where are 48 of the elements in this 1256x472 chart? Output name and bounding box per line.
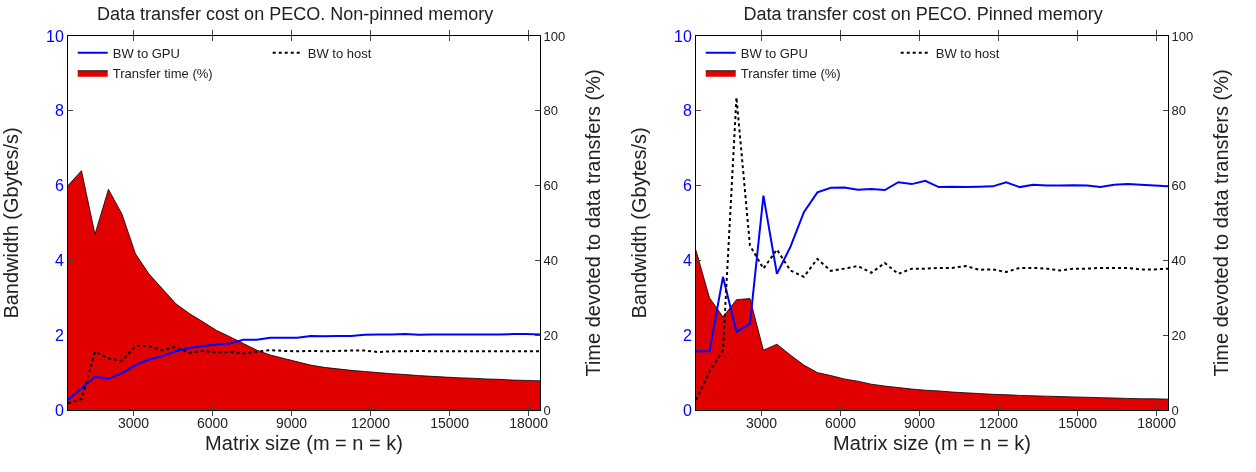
- y-tick-label: 6: [54, 177, 64, 195]
- legend-label: BW to host: [307, 45, 372, 61]
- y-tick-label: 6: [682, 177, 692, 195]
- x-tick-label: 15000: [430, 414, 470, 431]
- y2-tick-label: 20: [543, 327, 559, 343]
- y2-tick-label: 60: [543, 178, 559, 194]
- x-tick-label: 9000: [903, 414, 936, 431]
- y-tick-label: 0: [54, 401, 64, 419]
- y2-tick-label: 40: [543, 252, 559, 268]
- y2-axis-title: Time devoted to data transfers (%): [582, 69, 604, 377]
- chart-title: Data transfer cost on PECO. Non-pinned memory: [97, 3, 494, 24]
- legend-label: Transfer time (%): [740, 65, 841, 81]
- line-series: [696, 179, 1168, 353]
- y2-axis-title: Time devoted to data transfers (%): [1210, 69, 1232, 377]
- legend-label: BW to GPU: [112, 45, 180, 61]
- x-tick-label: 9000: [275, 414, 308, 431]
- legend-label: BW to host: [935, 45, 1000, 61]
- y-tick-label: 2: [682, 326, 692, 344]
- y-tick-label: 8: [54, 102, 64, 120]
- y-tick-label: 0: [682, 401, 692, 419]
- y-tick-label: 8: [682, 102, 692, 120]
- y2-tick-label: 80: [543, 103, 559, 119]
- y-tick-label: 2: [54, 326, 64, 344]
- y2-tick-label: 60: [1171, 178, 1187, 194]
- y-tick-label: 4: [682, 252, 692, 269]
- x-axis-title: Matrix size (m = n = k): [833, 432, 1031, 455]
- y-tick-label: 4: [54, 252, 64, 269]
- y2-tick-label: 100: [1171, 28, 1194, 44]
- y2-tick-label: 80: [1171, 103, 1187, 119]
- x-tick-label: 15000: [1058, 414, 1098, 431]
- line-series: [68, 333, 540, 401]
- x-tick-label: 3000: [745, 414, 778, 431]
- y2-tick-label: 20: [1171, 327, 1187, 343]
- x-tick-label: 6000: [196, 414, 229, 431]
- y-tick-label: 10: [674, 27, 692, 45]
- y-axis-title: Bandwidth (Gbytes/s): [628, 127, 650, 319]
- legend-label: Transfer time (%): [112, 65, 213, 81]
- y2-tick-label: 100: [543, 28, 566, 44]
- x-tick-label: 12000: [979, 414, 1019, 431]
- x-tick-label: 12000: [351, 414, 391, 431]
- y-tick-label: 10: [46, 27, 64, 45]
- x-tick-label: 3000: [117, 414, 150, 431]
- legend-label: BW to GPU: [740, 45, 808, 61]
- chart-title: Data transfer cost on PECO. Pinned memory: [743, 3, 1103, 24]
- y2-tick-label: 40: [1171, 252, 1187, 268]
- y-axis-title: Bandwidth (Gbytes/s): [0, 127, 22, 319]
- x-axis-title: Matrix size (m = n = k): [205, 432, 403, 455]
- x-tick-label: 6000: [824, 414, 857, 431]
